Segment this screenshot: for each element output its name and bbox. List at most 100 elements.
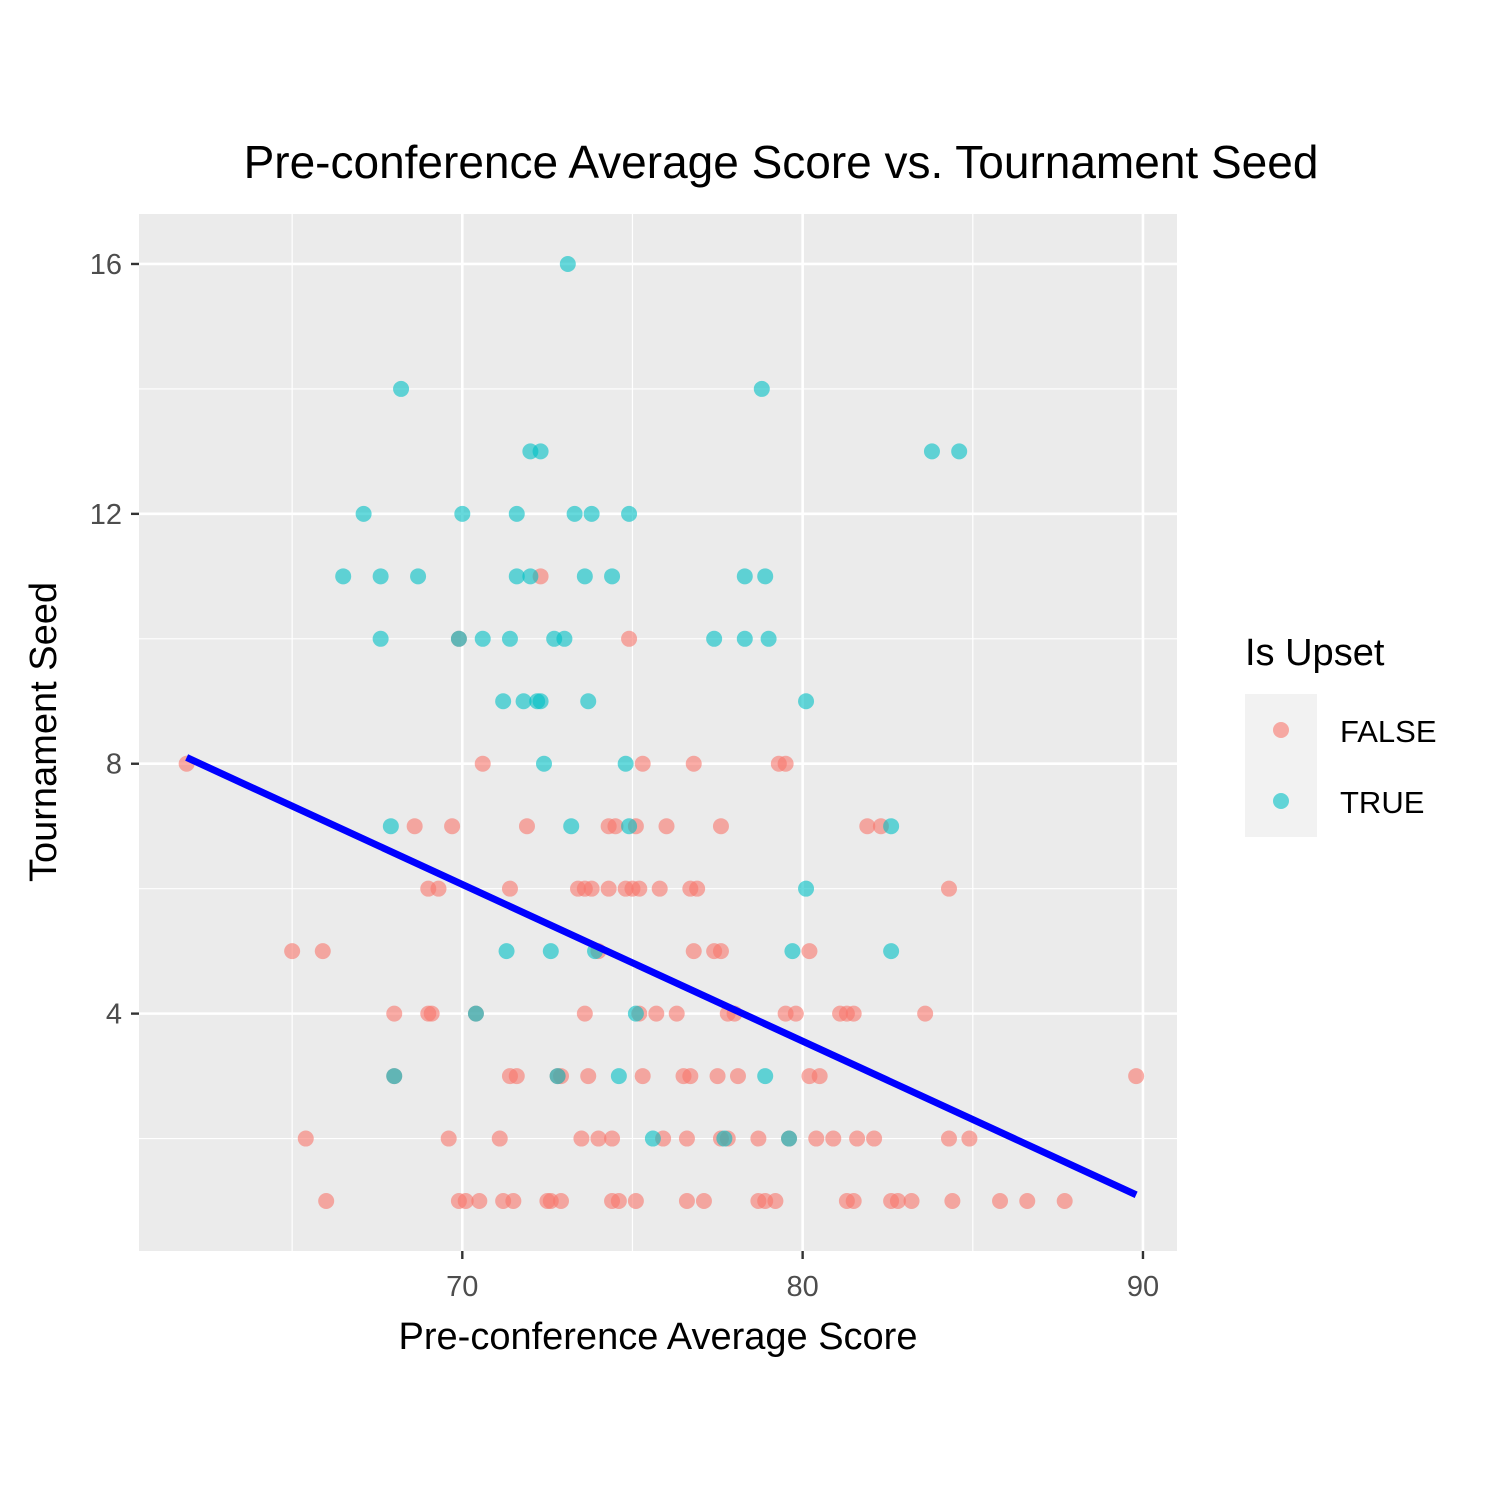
point-true [454, 505, 471, 522]
point-true [644, 1130, 661, 1147]
point-false [767, 1193, 784, 1210]
point-true [576, 568, 593, 585]
point-true [583, 505, 600, 522]
legend-title: Is Upset [1245, 632, 1385, 674]
point-false [825, 1130, 842, 1147]
point-true [566, 505, 583, 522]
x-tick-label: 80 [787, 1271, 819, 1303]
point-false [678, 1193, 695, 1210]
point-false [553, 1193, 570, 1210]
point-false [610, 1193, 627, 1210]
point-false [940, 880, 957, 897]
point-true [883, 818, 900, 835]
point-true [617, 755, 634, 772]
point-true [532, 443, 549, 460]
point-false [590, 1130, 607, 1147]
point-false [621, 630, 638, 647]
point-true [760, 630, 777, 647]
point-true [382, 818, 399, 835]
point-false [845, 1193, 862, 1210]
point-true [621, 505, 638, 522]
point-true [335, 568, 352, 585]
y-tick-label: 12 [90, 499, 122, 531]
point-false [992, 1193, 1009, 1210]
point-false [631, 880, 648, 897]
point-false [682, 1068, 699, 1085]
point-false [314, 943, 331, 960]
point-true [798, 880, 815, 897]
point-true [386, 1068, 403, 1085]
point-false [801, 943, 818, 960]
point-true [508, 568, 525, 585]
point-true [535, 755, 552, 772]
point-false [849, 1130, 866, 1147]
point-false [695, 1193, 712, 1210]
point-false [297, 1130, 314, 1147]
point-false [859, 818, 876, 835]
point-true [495, 693, 512, 710]
point-false [940, 1130, 957, 1147]
legend-key-background [1245, 694, 1317, 837]
point-true [580, 693, 597, 710]
point-true [604, 568, 621, 585]
point-false [903, 1193, 920, 1210]
point-false [471, 1193, 488, 1210]
point-false [729, 1068, 746, 1085]
y-tick-label: 8 [106, 749, 122, 781]
point-false [787, 1005, 804, 1022]
point-true [522, 568, 539, 585]
chart-title: Pre-conference Average Score vs. Tournam… [244, 136, 1319, 188]
plot-panel [139, 214, 1177, 1251]
point-false [518, 818, 535, 835]
point-false [889, 1193, 906, 1210]
point-true [951, 443, 968, 460]
point-true [706, 630, 723, 647]
point-false [634, 1068, 651, 1085]
point-false [808, 1130, 825, 1147]
x-axis-ticks: 70 80 90 [446, 1251, 1159, 1303]
point-true [784, 943, 801, 960]
point-true [355, 505, 372, 522]
point-true [923, 443, 940, 460]
point-false [658, 818, 675, 835]
point-true [467, 1005, 484, 1022]
point-true [508, 505, 525, 522]
point-true [736, 568, 753, 585]
point-false [505, 1193, 522, 1210]
point-false [284, 943, 301, 960]
y-tick-label: 4 [106, 999, 122, 1031]
point-true [393, 380, 410, 397]
point-false [583, 880, 600, 897]
x-tick-label: 70 [446, 1271, 478, 1303]
point-false [845, 1005, 862, 1022]
point-false [444, 818, 461, 835]
point-false [648, 1005, 665, 1022]
point-true [627, 1005, 644, 1022]
point-false [750, 1130, 767, 1147]
point-false [580, 1068, 597, 1085]
point-false [678, 1130, 695, 1147]
point-false [423, 1005, 440, 1022]
x-tick-label: 90 [1127, 1271, 1159, 1303]
legend: Is Upset FALSE TRUE [1245, 632, 1437, 837]
point-false [491, 1130, 508, 1147]
point-false [1056, 1193, 1073, 1210]
point-false [712, 818, 729, 835]
point-false [634, 755, 651, 772]
point-false [576, 1005, 593, 1022]
point-false [1128, 1068, 1145, 1085]
x-axis-title: Pre-conference Average Score [399, 1316, 918, 1358]
point-true [515, 693, 532, 710]
point-false [501, 880, 518, 897]
point-false [430, 880, 447, 897]
point-true [736, 630, 753, 647]
point-true [563, 818, 580, 835]
point-true [542, 943, 559, 960]
point-true [757, 1068, 774, 1085]
y-axis-title: Tournament Seed [23, 582, 65, 882]
point-false [386, 1005, 403, 1022]
point-true [757, 568, 774, 585]
point-false [573, 1130, 590, 1147]
point-false [604, 1130, 621, 1147]
